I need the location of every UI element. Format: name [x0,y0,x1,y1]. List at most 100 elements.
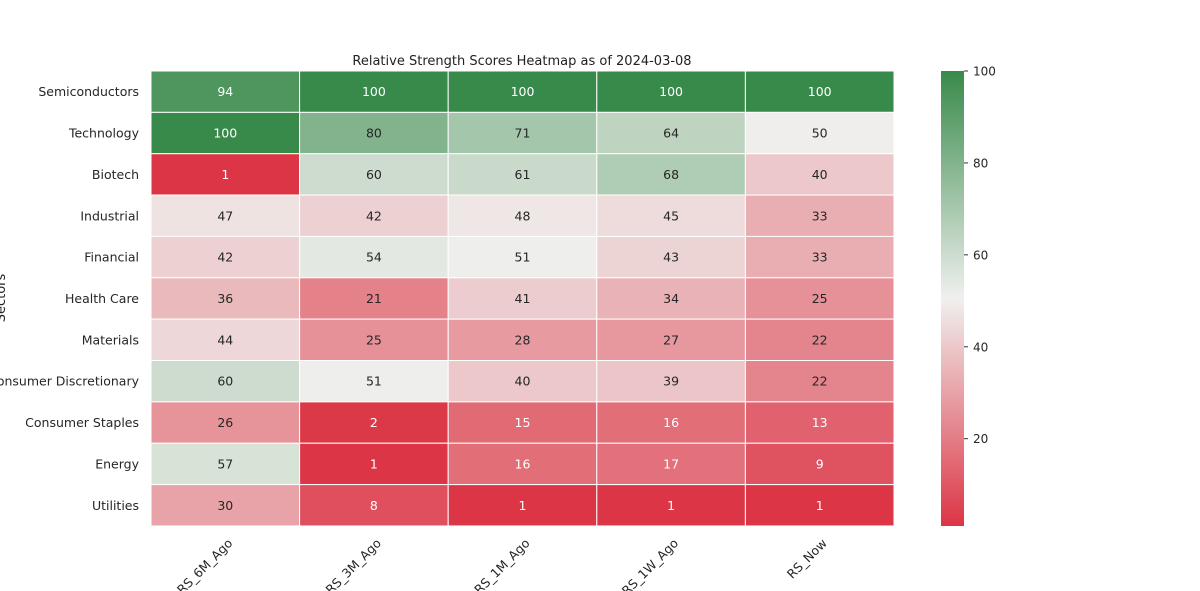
cell-value-label: 40 [515,374,531,389]
row-label: Consumer Staples [25,415,139,430]
heatmap-cell [299,194,449,237]
heatmap-cell [150,111,301,155]
cell-value-label: 25 [812,291,828,306]
cell-value-label: 26 [217,415,233,430]
cell-value-label: 28 [515,332,531,347]
cell-value-label: 22 [812,374,828,389]
cell-value-label: 50 [812,126,828,141]
heatmap-cell [299,401,449,444]
heatmap-cell [447,442,598,486]
colorbar-tick-label: 100 [973,65,996,79]
heatmap-cell [299,360,449,403]
cell-value-label: 61 [515,167,531,182]
heatmap-cell [596,484,746,527]
heatmap-cell [447,484,598,527]
cell-value-label: 68 [663,167,679,182]
heatmap-cell [299,442,449,486]
colorbar [941,71,964,526]
cell-value-label: 100 [659,84,683,99]
column-label: RS_1W_Ago [619,536,682,591]
heatmap-cell [744,360,895,403]
row-label: Industrial [80,208,139,223]
colorbar-tick-label: 80 [973,156,988,170]
y-axis-label: Sectors [0,273,9,322]
heatmap-cell [447,401,598,444]
heatmap-cell [596,153,746,196]
cell-value-label: 22 [812,332,828,347]
row-label: Semiconductors [38,84,139,99]
heatmap-cell [447,235,598,279]
cell-value-label: 100 [808,84,832,99]
heatmap-cell [299,70,449,113]
cell-value-label: 2 [370,415,378,430]
column-label: RS_3M_Ago [323,536,385,591]
cell-value-label: 16 [663,415,679,430]
cell-value-label: 34 [663,291,679,306]
cell-value-label: 60 [366,167,382,182]
column-label: RS_6M_Ago [174,536,236,591]
cell-value-label: 1 [370,456,378,471]
cell-value-label: 15 [515,415,531,430]
colorbar-tick-label: 60 [973,248,988,262]
cell-value-label: 80 [366,126,382,141]
row-label: Materials [82,332,139,347]
cell-value-label: 1 [667,498,675,513]
cell-value-label: 42 [366,208,382,223]
heatmap-cell [299,235,449,279]
heatmap-cell [447,194,598,237]
chart-title: Relative Strength Scores Heatmap as of 2… [352,54,691,69]
cell-value-label: 43 [663,250,679,265]
colorbar-tick-label: 20 [973,432,988,446]
cell-value-label: 71 [515,126,531,141]
heatmap-cell [744,484,895,527]
cell-value-label: 8 [370,498,378,513]
colorbar-tick-label: 40 [973,340,988,354]
row-label: Biotech [92,167,139,182]
row-label: Technology [68,126,140,141]
cell-value-label: 51 [515,250,531,265]
column-labels: RS_6M_Ago RS_3M_Ago RS_1M_Ago RS_1W_Ago RS_N… [174,536,830,591]
cell-value-label: 13 [812,415,828,430]
cell-value-label: 45 [663,208,679,223]
cell-value-label: 94 [217,84,233,99]
heatmap-cell [744,111,895,155]
heatmap-cell [299,153,449,196]
cell-value-label: 60 [217,374,233,389]
row-label: Financial [84,250,139,265]
column-label: RS_Now [784,536,830,582]
heatmap-cell [447,360,598,403]
cell-value-label: 54 [366,250,382,265]
heatmap-cell [596,360,746,403]
cell-value-label: 40 [812,167,828,182]
row-label: Energy [95,456,139,471]
heatmap-cell [744,194,895,237]
heatmap-cell [447,70,598,113]
heatmap-cell [596,70,746,113]
cell-value-label: 100 [213,126,237,141]
heatmap-cells: 94 100 100 100 100 100 80 71 64 50 1 60 61 68 40 47 42 48… [150,70,895,527]
heatmap-cell [744,401,895,444]
heatmap-cell [150,70,301,113]
heatmap-cell [744,442,895,486]
heatmap-cell [150,484,301,527]
heatmap-cell [744,235,895,279]
row-label: Utilities [92,498,139,513]
cell-value-label: 21 [366,291,382,306]
heatmap-cell [150,360,301,403]
cell-value-label: 33 [812,250,828,265]
cell-value-label: 48 [515,208,531,223]
row-label: Consumer Discretionary [0,374,140,389]
heatmap-cell [447,277,598,320]
cell-value-label: 33 [812,208,828,223]
heatmap-cell [596,277,746,320]
colorbar-ticks: 20 40 60 80 100 [964,65,996,446]
cell-value-label: 100 [511,84,535,99]
heatmap-cell [744,277,895,320]
row-label: Health Care [65,291,139,306]
column-label: RS_1M_Ago [471,536,533,591]
cell-value-label: 100 [362,84,386,99]
cell-value-label: 25 [366,332,382,347]
heatmap-cell [150,235,301,279]
heatmap-cell [150,442,301,486]
cell-value-label: 51 [366,374,382,389]
